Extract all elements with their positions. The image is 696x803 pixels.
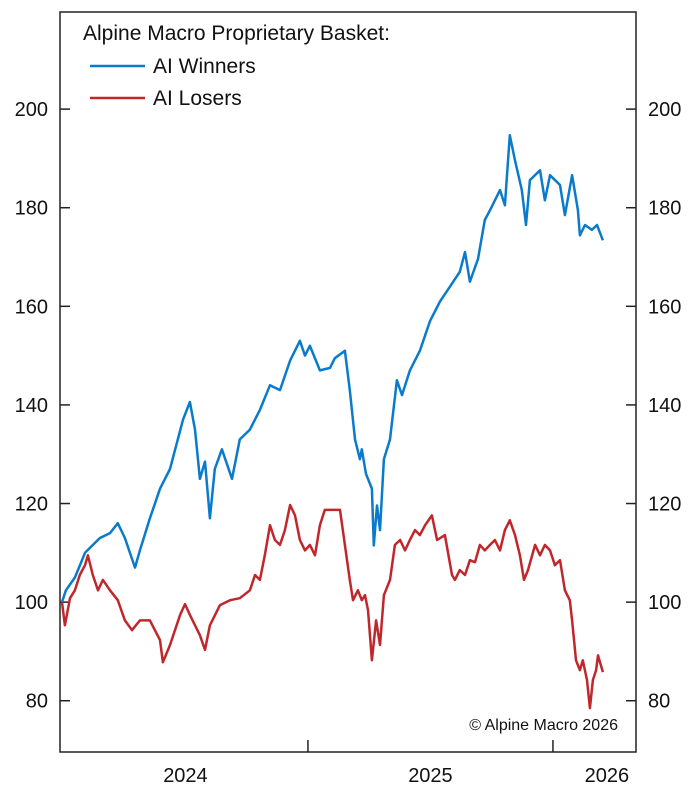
y-tick-label-left: 160 (15, 296, 48, 318)
y-tick-label-left: 100 (15, 592, 48, 614)
y-axis: 80 80 100 100 120 120 140 140 160 160 180 180 200 200 (15, 99, 682, 713)
copyright-annotation: © Alpine Macro 2026 (469, 717, 618, 734)
chart-title: Alpine Macro Proprietary Basket: (83, 22, 390, 45)
y-tick-label-right: 80 (648, 691, 670, 713)
y-tick-label-right: 140 (648, 395, 681, 417)
x-tick-label: 2024 (163, 765, 208, 787)
x-axis: 2024 2025 2026 (163, 740, 629, 787)
y-tick-label-right: 180 (648, 198, 681, 220)
legend-label-ai-winners: AI Winners (153, 55, 256, 78)
y-tick-label-right: 160 (648, 296, 681, 318)
x-tick-label: 2025 (408, 765, 453, 787)
y-tick-label-right: 120 (648, 494, 681, 516)
y-tick-label-right: 200 (648, 99, 681, 121)
y-tick-label-left: 180 (15, 198, 48, 220)
y-tick-label-right: 100 (648, 592, 681, 614)
y-tick-label-left: 200 (15, 99, 48, 121)
series-line-ai-winners (60, 134, 605, 603)
y-tick-label-left: 120 (15, 494, 48, 516)
series-lines (60, 134, 605, 710)
legend: Alpine Macro Proprietary Basket: AI Winn… (83, 22, 390, 110)
legend-label-ai-losers: AI Losers (153, 87, 242, 110)
y-tick-label-left: 140 (15, 395, 48, 417)
series-line-ai-losers (60, 503, 605, 710)
x-tick-label: 2026 (585, 765, 630, 787)
y-tick-label-left: 80 (26, 691, 48, 713)
